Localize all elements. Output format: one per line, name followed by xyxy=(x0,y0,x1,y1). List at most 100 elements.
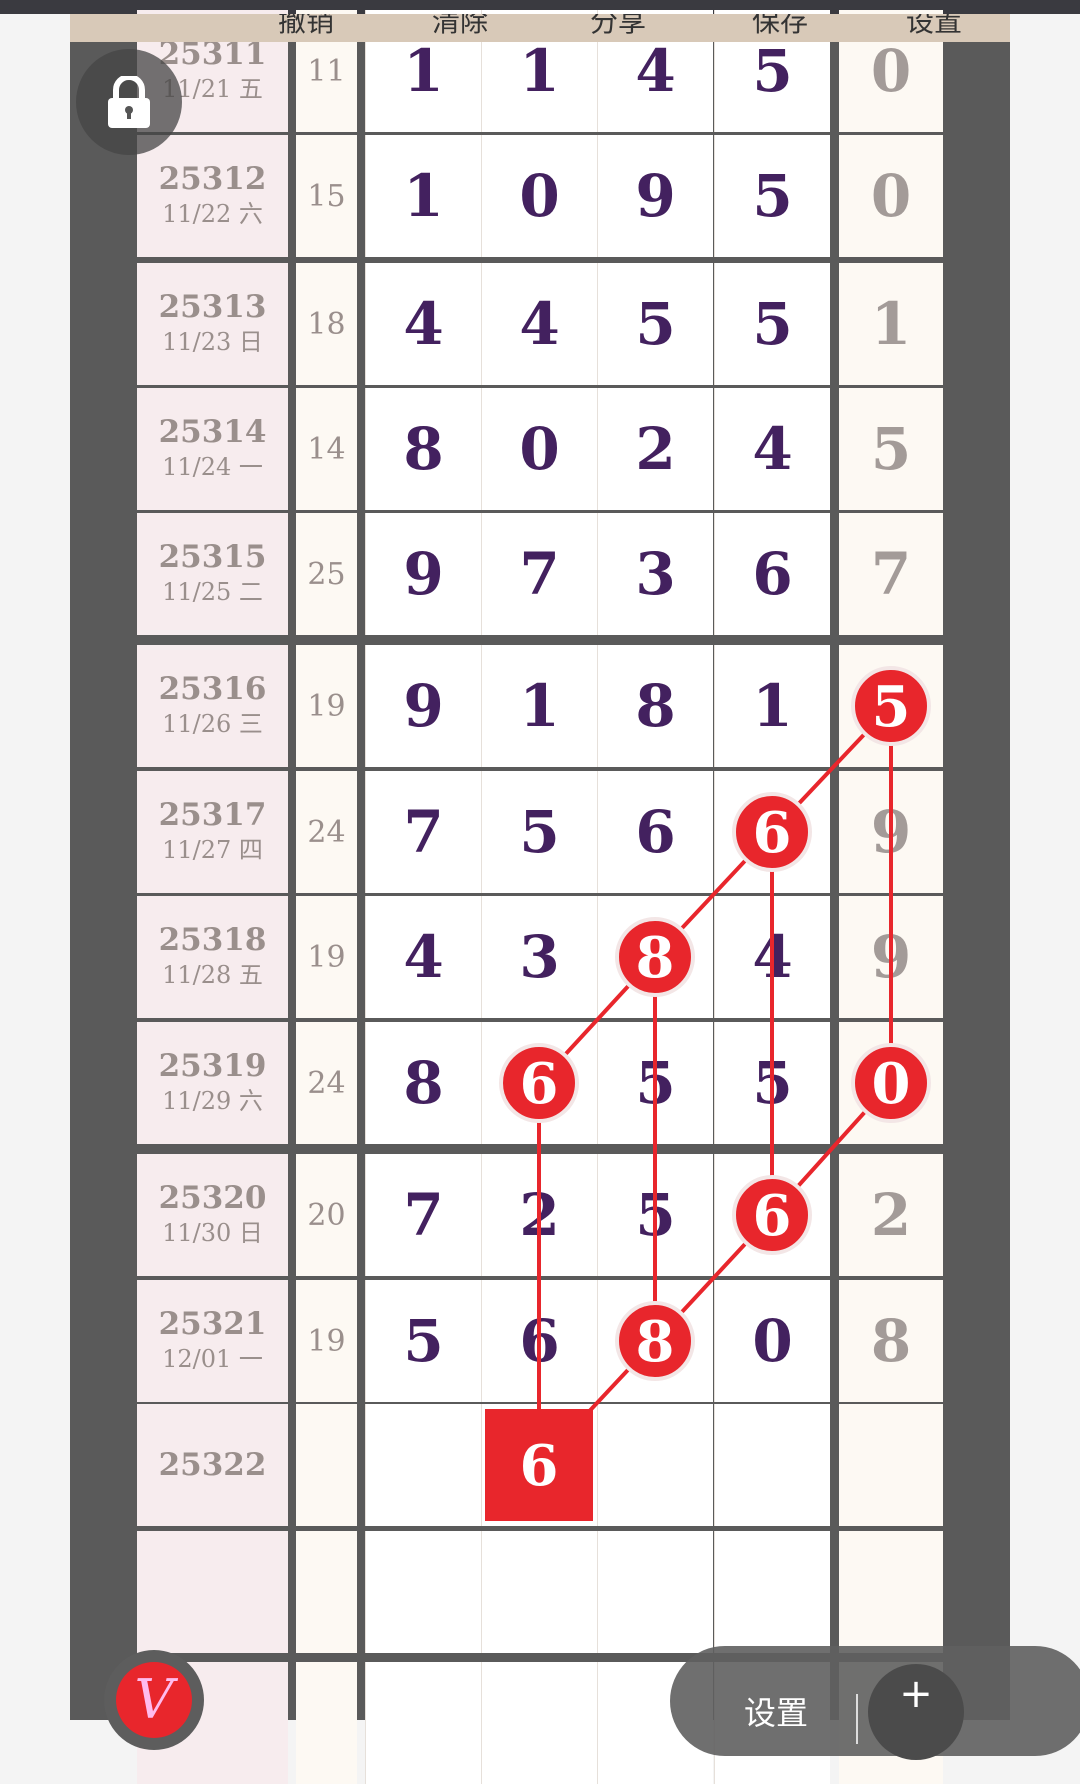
digit-cell[interactable]: 1 xyxy=(481,645,597,767)
digit-cell[interactable]: 8 xyxy=(365,1022,481,1144)
digit-cell[interactable] xyxy=(597,1404,713,1526)
issue-date: 11/25 二 xyxy=(162,578,263,606)
trend-lines-overlay: 6 5 6 8 6 0 6 8 xyxy=(485,666,931,1521)
highlight-circle[interactable] xyxy=(499,1043,579,1123)
highlight-circle[interactable] xyxy=(615,1301,695,1381)
mark-value: 8 xyxy=(636,1309,675,1375)
digit-cell[interactable]: 7 xyxy=(481,513,597,635)
mark-value: 6 xyxy=(753,800,792,866)
digit-cell[interactable]: 3 xyxy=(481,896,597,1018)
issue-cell: 25315 11/25 二 xyxy=(137,513,288,635)
mark-value: 6 xyxy=(520,1433,559,1499)
issue-number: 25314 xyxy=(158,414,267,450)
settings-button[interactable]: 设置 xyxy=(744,1694,809,1732)
digit-cell[interactable] xyxy=(481,1531,597,1653)
digit-cell[interactable]: 9 xyxy=(365,513,481,635)
highlight-circle[interactable] xyxy=(851,666,931,746)
last-digit-cell[interactable]: 5 xyxy=(839,388,943,510)
issue-number: 25322 xyxy=(158,1447,267,1483)
sum-cell xyxy=(296,1531,357,1653)
issue-number: 25321 xyxy=(158,1306,267,1342)
digit-cell[interactable]: 8 xyxy=(365,388,481,510)
digit-cell[interactable]: 5 xyxy=(481,771,597,893)
digit-cell[interactable] xyxy=(714,1404,830,1526)
digit-cell[interactable]: 8 xyxy=(597,645,713,767)
issue-cell: 25322 xyxy=(137,1404,288,1526)
settings-toolbar-button[interactable]: 设置 xyxy=(906,14,963,38)
lock-icon xyxy=(108,76,150,128)
lock-button[interactable] xyxy=(76,49,182,155)
issue-date: 11/26 三 xyxy=(162,710,263,738)
undo-button[interactable]: 撤销 xyxy=(278,14,335,38)
highlight-circle[interactable] xyxy=(615,917,695,997)
mark-value: 6 xyxy=(520,1051,559,1117)
digit-cell[interactable]: 0 xyxy=(481,388,597,510)
save-button[interactable]: 保存 xyxy=(752,14,809,38)
sum-cell: 20 xyxy=(296,1154,357,1276)
issue-date: 11/24 一 xyxy=(162,453,263,481)
digit-cell[interactable]: 0 xyxy=(714,1280,830,1402)
issue-cell: 25321 12/01 一 xyxy=(137,1280,288,1402)
digit-cell[interactable]: 4 xyxy=(714,388,830,510)
issue-cell: 25320 11/30 日 xyxy=(137,1154,288,1276)
digit-cell[interactable] xyxy=(365,1404,481,1526)
mark-value: 8 xyxy=(636,925,675,991)
digit-cell[interactable]: 4 xyxy=(365,263,481,385)
digit-cell[interactable]: 7 xyxy=(365,1154,481,1276)
sum-cell: 19 xyxy=(296,645,357,767)
digit-cell[interactable]: 5 xyxy=(714,263,830,385)
digit-cell[interactable]: 6 xyxy=(714,513,830,635)
issue-date: 11/27 四 xyxy=(162,836,263,864)
add-draw-button[interactable]: + xyxy=(868,1664,964,1760)
issue-number: 25315 xyxy=(158,539,267,575)
digit-cell[interactable]: 9 xyxy=(365,645,481,767)
last-digit-cell[interactable]: 8 xyxy=(839,1280,943,1402)
clear-button[interactable]: 清除 xyxy=(432,14,489,38)
digit-cell[interactable] xyxy=(365,1531,481,1653)
prediction-square[interactable] xyxy=(485,1409,593,1521)
sum-cell: 19 xyxy=(296,1280,357,1402)
last-digit-cell[interactable]: 0 xyxy=(839,135,943,257)
sum-cell: 19 xyxy=(296,896,357,1018)
bottom-action-pill: 设置 + xyxy=(670,1646,1080,1760)
issue-date: 11/23 日 xyxy=(162,328,263,356)
issue-number: 25312 xyxy=(158,161,267,197)
highlight-circle[interactable] xyxy=(732,792,812,872)
last-digit-cell[interactable]: 7 xyxy=(839,513,943,635)
highlight-circle[interactable] xyxy=(732,1175,812,1255)
last-digit-cell[interactable] xyxy=(839,1531,943,1653)
sum-cell: 14 xyxy=(296,388,357,510)
issue-cell: 25319 11/29 六 xyxy=(137,1022,288,1144)
share-button[interactable]: 分享 xyxy=(590,14,647,38)
digit-cell[interactable]: 2 xyxy=(597,388,713,510)
digit-cell[interactable]: 5 xyxy=(714,135,830,257)
trend-line xyxy=(537,704,893,1465)
digit-cell[interactable]: 1 xyxy=(365,135,481,257)
sum-cell xyxy=(296,1404,357,1526)
digit-cell[interactable] xyxy=(714,1531,830,1653)
digit-cell[interactable]: 9 xyxy=(597,135,713,257)
digit-cell[interactable]: 1 xyxy=(714,645,830,767)
sum-cell: 15 xyxy=(296,135,357,257)
highlight-circle[interactable] xyxy=(851,1043,931,1123)
digit-cell[interactable]: 5 xyxy=(365,1280,481,1402)
mark-value: 0 xyxy=(872,1051,911,1117)
digit-cell[interactable]: 6 xyxy=(597,771,713,893)
digit-cell[interactable]: 0 xyxy=(481,135,597,257)
sum-cell: 24 xyxy=(296,1022,357,1144)
issue-number: 25317 xyxy=(158,797,267,833)
digit-cell[interactable]: 7 xyxy=(365,771,481,893)
issue-number: 25313 xyxy=(158,289,267,325)
last-digit-cell[interactable] xyxy=(839,1404,943,1526)
last-digit-cell[interactable]: 1 xyxy=(839,263,943,385)
sum-cell: 24 xyxy=(296,771,357,893)
issue-date: 11/30 日 xyxy=(162,1219,263,1247)
digit-cell[interactable]: 4 xyxy=(365,896,481,1018)
last-digit-cell[interactable]: 2 xyxy=(839,1154,943,1276)
digit-cell[interactable]: 4 xyxy=(481,263,597,385)
digit-cell[interactable]: 5 xyxy=(597,263,713,385)
mark-value: 5 xyxy=(872,674,911,740)
digit-cell[interactable]: 3 xyxy=(597,513,713,635)
digit-cell[interactable] xyxy=(597,1531,713,1653)
app-logo-button[interactable]: V xyxy=(104,1650,204,1750)
